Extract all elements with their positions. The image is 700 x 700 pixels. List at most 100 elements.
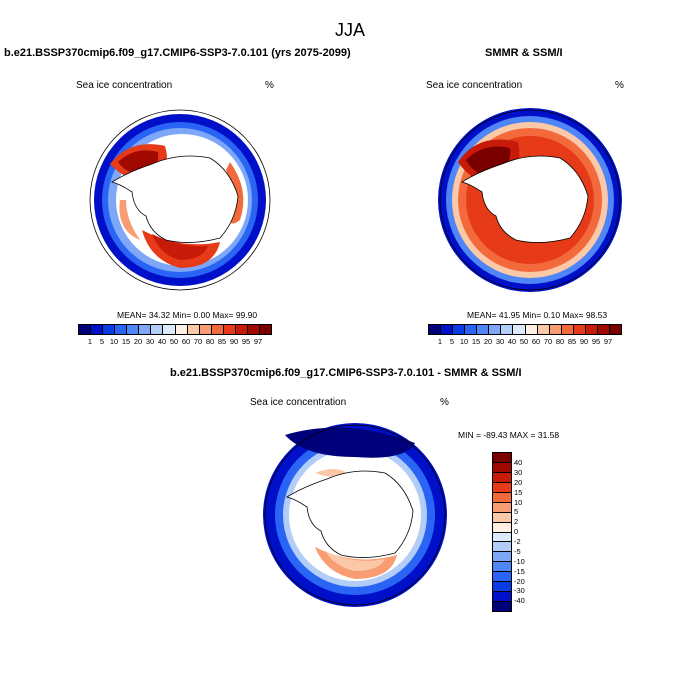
panel-3-colorbar-swatch: [493, 522, 511, 533]
panel-2-colorbar-tick-label: 70: [543, 337, 553, 346]
panel-2-colorbar-tick-label: 1: [437, 337, 443, 346]
panel-2-colorbar-labels: 1 5 10 15 20 30 40 50 60 70 80 85 90 95 97: [428, 337, 614, 346]
panel-1-colorbar-tick-label: 97: [253, 337, 263, 346]
panel-1-land-mass: [110, 155, 239, 243]
panel-3-colorbar-labels: 40 30 20 15 10 5 2 0 -2 -5 -10 -15 -20 -30 -40: [514, 458, 525, 606]
panel-1-colorbar-swatch: [247, 325, 260, 334]
panel-2-colorbar-swatch: [477, 325, 490, 334]
panel-2-colorbar-tick-label: 80: [555, 337, 565, 346]
panel-3-colorbar-tick-label: -40: [514, 596, 525, 606]
panel-2-colorbar-tick-label: 40: [507, 337, 517, 346]
panel-2-colorbar-swatch: [501, 325, 514, 334]
panel-2-colorbar-tick-label: 5: [449, 337, 455, 346]
panel-1-unit-label: %: [265, 80, 274, 91]
panel-2-colorbar-swatch: [561, 325, 574, 334]
panel-3-colorbar-tick-label: -10: [514, 556, 525, 566]
panel-1-colorbar-tick-label: 40: [157, 337, 167, 346]
panel-1-colorbar-swatch: [163, 325, 176, 334]
panel-2-colorbar-tick-label: 60: [531, 337, 541, 346]
panel-3-colorbar-swatch: [493, 492, 511, 503]
panel-1-colorbar-tick-label: 15: [121, 337, 131, 346]
panel-2-colorbar-swatch: [441, 325, 454, 334]
panel-3-colorbar-tick-label: -15: [514, 566, 525, 576]
panel-2-title: SMMR & SSM/I: [485, 47, 563, 59]
panel-2-colorbar-swatch: [573, 325, 586, 334]
panel-2-map-boundary: [439, 109, 621, 291]
panel-3-colorbar-tick-label: 2: [514, 517, 519, 527]
panel-1-colorbar-tick-label: 50: [169, 337, 179, 346]
panel-3-title: b.e21.BSSP370cmip6.f09_g17.CMIP6-SSP3-7.…: [170, 367, 522, 379]
panel-2-colorbar-swatch: [453, 325, 466, 334]
panel-1-polar-map: [89, 109, 271, 291]
panel-3-colorbar-swatch: [493, 572, 511, 583]
panel-1-colorbar-swatch: [91, 325, 104, 334]
panel-3-variable-label: Sea ice concentration: [250, 397, 347, 408]
panel-3-map-boundary: [264, 424, 446, 606]
panel-3-colorbar-swatch: [493, 602, 511, 611]
panel-3-colorbar-swatch: [493, 552, 511, 563]
panel-1-colorbar-swatch: [259, 325, 271, 334]
panel-1-colorbar-tick-label: 1: [87, 337, 93, 346]
panel-3-colorbar-swatch: [493, 532, 511, 543]
panel-1-colorbar-tick-label: 10: [109, 337, 119, 346]
panel-2-colorbar-tick-label: 10: [459, 337, 469, 346]
panel-2-colorbar-tick-label: 50: [519, 337, 529, 346]
panel-1-colorbar-swatch: [127, 325, 140, 334]
panel-3-colorbar-tick-label: 10: [514, 497, 523, 507]
panel-1-colorbar-swatch: [187, 325, 200, 334]
panel-3-colorbar: [492, 452, 512, 612]
panel-2-colorbar-tick-label: 97: [603, 337, 613, 346]
panel-2-land-mass: [460, 155, 589, 243]
panel-1-colorbar-swatch: [115, 325, 128, 334]
panel-1-colorbar-tick-label: 90: [229, 337, 239, 346]
panel-1-map-boundary: [89, 109, 271, 291]
panel-2-colorbar-swatch: [525, 325, 538, 334]
panel-3-colorbar-tick-label: 5: [514, 507, 519, 517]
panel-1-colorbar-swatch: [139, 325, 152, 334]
panel-2-colorbar-tick-label: 20: [483, 337, 493, 346]
panel-3-colorbar-tick-label: 40: [514, 458, 523, 467]
panel-1-colorbar-swatch: [235, 325, 248, 334]
panel-1-colorbar-tick-label: 20: [133, 337, 143, 346]
panel-3-stats: MIN = -89.43 MAX = 31.58: [458, 430, 560, 440]
panel-3-colorbar-tick-label: -5: [514, 546, 521, 556]
panel-1-colorbar-tick-label: 80: [205, 337, 215, 346]
panel-3-unit-label: %: [440, 397, 449, 408]
panel-2-unit-label: %: [615, 80, 624, 91]
panel-1-colorbar-swatch: [103, 325, 116, 334]
panel-3-colorbar-swatch: [493, 562, 511, 573]
panel-3-colorbar-tick-label: 15: [514, 487, 523, 497]
main-title: JJA: [334, 20, 365, 40]
panel-1-colorbar-labels: 1 5 10 15 20 30 40 50 60 70 80 85 90 95 97: [78, 337, 264, 346]
panel-2-colorbar-swatch: [513, 325, 526, 334]
panel-2-variable-label: Sea ice concentration: [426, 80, 523, 91]
panel-2-colorbar-swatch: [537, 325, 550, 334]
panel-3-polar-map: [263, 423, 447, 607]
panel-3-colorbar-swatch: [493, 582, 511, 593]
panel-3-colorbar-swatch: [493, 472, 511, 483]
panel-2-colorbar-tick-label: 15: [471, 337, 481, 346]
panel-3-colorbar-swatch: [493, 482, 511, 493]
panel-1-colorbar-swatch: [175, 325, 188, 334]
panel-2-colorbar-swatch: [429, 325, 442, 334]
panel-3-colorbar-tick-label: -30: [514, 586, 525, 596]
panel-3-colorbar-swatch: [493, 462, 511, 473]
panel-2-colorbar-swatch: [549, 325, 562, 334]
panel-1-colorbar-tick-label: 95: [241, 337, 251, 346]
panel-3-colorbar-swatch: [493, 542, 511, 553]
panel-3-colorbar-tick-label: 20: [514, 477, 523, 487]
panel-1-colorbar: [78, 324, 272, 335]
panel-2-colorbar-tick-label: 85: [567, 337, 577, 346]
panel-3-colorbar-tick-label: 30: [514, 467, 523, 477]
panel-1-colorbar-swatch: [211, 325, 224, 334]
panel-1-colorbar-tick-label: 85: [217, 337, 227, 346]
panel-2-colorbar-swatch: [489, 325, 502, 334]
panel-1-colorbar-swatch: [79, 325, 92, 334]
panel-1-title: b.e21.BSSP370cmip6.f09_g17.CMIP6-SSP3-7.…: [4, 47, 351, 59]
panel-2-colorbar: [428, 324, 622, 335]
panel-2-colorbar-swatch: [465, 325, 478, 334]
panel-2-stats: MEAN= 41.95 Min= 0.10 Max= 98.53: [467, 310, 608, 320]
panel-3-colorbar-swatch: [493, 502, 511, 513]
panel-1-colorbar-tick-label: 30: [145, 337, 155, 346]
panel-3-colorbar-tick-label: 0: [514, 527, 519, 537]
